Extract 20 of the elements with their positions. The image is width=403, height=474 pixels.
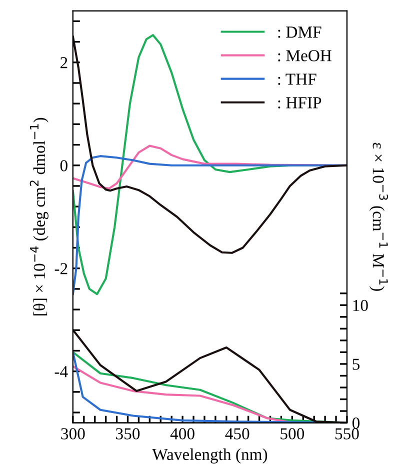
legend-label: : THF: [278, 74, 316, 85]
y-tick-label: 0: [60, 160, 68, 172]
y-axis-title: [θ] × 10$^{−4}$ (deg cm$^{2}$ dmol$^{−1}$): [30, 118, 48, 316]
y2-tick-label: 5: [352, 358, 360, 370]
y-tick-label: 2: [60, 57, 68, 68]
y-tick-label: -2: [54, 263, 68, 274]
x-tick-label: 300: [61, 428, 85, 440]
y2-tick-label: 10: [353, 300, 368, 312]
y2-tick-label: 0: [352, 418, 360, 429]
x-tick-label: 400: [170, 428, 194, 440]
x-tick-label: 350: [116, 428, 140, 440]
legend-label: : DMF: [278, 26, 322, 38]
x-tick-label: 450: [225, 428, 250, 440]
y2-axis-title: ε × 10$^{−3}$ (cm$^{−1}$ M$^{−1}$): [369, 142, 388, 291]
legend-label: : MeOH: [278, 50, 332, 62]
x-tick-label: 500: [280, 428, 304, 440]
y-tick-label: -4: [54, 366, 68, 378]
legend-label: : HFIP: [278, 97, 322, 108]
x-axis-title: Wavelength (nm): [152, 448, 268, 464]
x-tick-label: 550: [335, 428, 359, 440]
